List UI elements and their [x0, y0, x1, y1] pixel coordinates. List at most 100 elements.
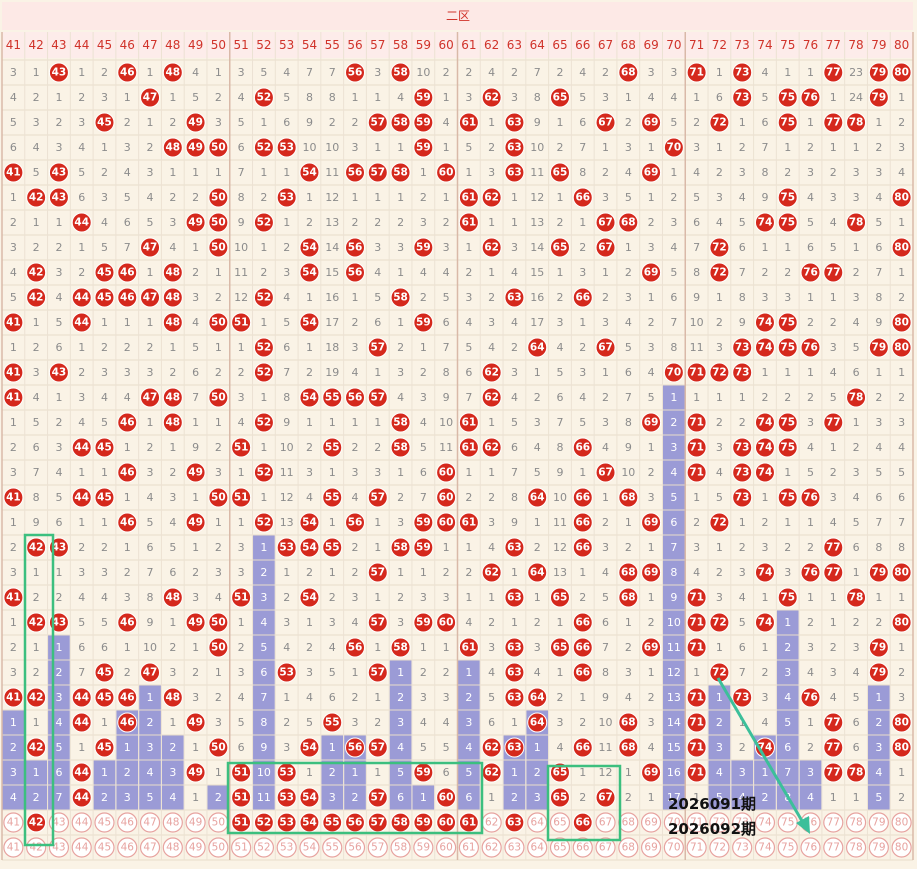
- ball: [709, 837, 730, 858]
- hit-ball: [253, 337, 274, 358]
- hit-number: 68: [621, 742, 636, 754]
- hit-number: 54: [302, 242, 317, 254]
- miss-count: 2: [147, 716, 154, 729]
- miss-count: 4: [830, 216, 837, 229]
- miss-count: 4: [420, 416, 427, 429]
- miss-count: 1: [169, 616, 176, 629]
- miss-count: 1: [124, 316, 131, 329]
- miss-count: 2: [511, 341, 518, 354]
- miss-count: 3: [875, 741, 882, 754]
- hit-ball: [185, 712, 206, 733]
- ball-number: 64: [531, 842, 545, 854]
- miss-count: 2: [420, 291, 427, 304]
- miss-count: 3: [670, 441, 677, 454]
- ball-number: 79: [872, 842, 885, 854]
- miss-count: 6: [443, 316, 450, 329]
- miss-count: 1: [33, 66, 40, 79]
- miss-count: 2: [693, 516, 700, 529]
- miss-count: 1: [807, 366, 814, 379]
- miss-count: 1: [807, 716, 814, 729]
- miss-count: 2: [739, 741, 746, 754]
- hit-number: 50: [211, 242, 226, 254]
- miss-count: 8: [306, 91, 313, 104]
- miss-count: 2: [784, 541, 791, 554]
- miss-count: 9: [33, 516, 40, 529]
- miss-count: 1: [511, 716, 518, 729]
- hit-number: 54: [302, 167, 317, 179]
- miss-count: 6: [420, 466, 427, 479]
- hit-ball: [276, 662, 297, 683]
- hit-number: 50: [211, 492, 226, 504]
- miss-count: 4: [875, 191, 882, 204]
- hit-ball: [754, 312, 775, 333]
- miss-count: 5: [147, 516, 154, 529]
- miss-count: 12: [325, 191, 339, 204]
- miss-count: 1: [374, 691, 381, 704]
- ball-number: 56: [348, 842, 362, 854]
- miss-count: 1: [853, 566, 860, 579]
- hit-number: 80: [894, 617, 909, 629]
- hit-number: 42: [29, 617, 44, 629]
- hit-ball: [208, 737, 229, 758]
- hit-ball: [26, 262, 47, 283]
- hit-number: 43: [52, 67, 67, 79]
- miss-count: 17: [325, 316, 339, 329]
- hit-ball: [390, 412, 411, 433]
- miss-count: 2: [511, 791, 518, 804]
- selected-number: 58: [393, 817, 408, 829]
- hit-ball: [413, 512, 434, 533]
- miss-count: 1: [648, 591, 655, 604]
- hit-number: 53: [279, 142, 294, 154]
- hit-ball: [891, 337, 912, 358]
- miss-count: 1: [78, 466, 85, 479]
- miss-count: 3: [648, 241, 655, 254]
- ball: [185, 812, 206, 833]
- miss-count: 1: [784, 66, 791, 79]
- hit-ball: [686, 412, 707, 433]
- hit-number: 59: [416, 92, 431, 104]
- hit-ball: [754, 337, 775, 358]
- miss-count: 3: [511, 91, 518, 104]
- miss-count: 1: [238, 466, 245, 479]
- hit-number: 57: [370, 167, 385, 179]
- ball-number: 43: [52, 842, 65, 854]
- miss-count: 4: [147, 191, 154, 204]
- miss-count: 1: [784, 141, 791, 154]
- miss-count: 9: [283, 416, 290, 429]
- miss-count: 3: [602, 316, 609, 329]
- miss-count: 5: [761, 91, 768, 104]
- hit-number: 69: [644, 417, 659, 429]
- hit-number: 50: [211, 642, 226, 654]
- miss-count: 2: [147, 141, 154, 154]
- hit-ball: [481, 387, 502, 408]
- miss-count: 5: [625, 191, 632, 204]
- miss-count: 4: [648, 91, 655, 104]
- hit-number: 66: [575, 642, 590, 654]
- miss-count: 3: [147, 741, 154, 754]
- miss-count: 4: [784, 691, 791, 704]
- miss-count: 9: [147, 616, 154, 629]
- miss-count: 2: [625, 116, 632, 129]
- hit-number: 71: [689, 617, 704, 629]
- hit-ball: [868, 62, 889, 83]
- miss-count: 2: [124, 566, 131, 579]
- miss-count: 2: [875, 141, 882, 154]
- ball: [276, 837, 297, 858]
- miss-count: 2: [716, 416, 723, 429]
- hit-ball: [299, 237, 320, 258]
- miss-count: 6: [625, 366, 632, 379]
- column-header: 54: [302, 38, 317, 52]
- selected-number: 52: [257, 817, 272, 829]
- ball: [299, 837, 320, 858]
- miss-count: 5: [443, 291, 450, 304]
- miss-count: 2: [260, 566, 267, 579]
- hit-ball: [253, 137, 274, 158]
- miss-count: 1: [807, 516, 814, 529]
- miss-count: 4: [10, 91, 17, 104]
- miss-count: 1: [807, 66, 814, 79]
- ball-number: 70: [667, 817, 680, 829]
- miss-count: 1: [260, 316, 267, 329]
- miss-count: 2: [716, 716, 723, 729]
- miss-count: 7: [556, 416, 563, 429]
- hit-number: 73: [735, 367, 750, 379]
